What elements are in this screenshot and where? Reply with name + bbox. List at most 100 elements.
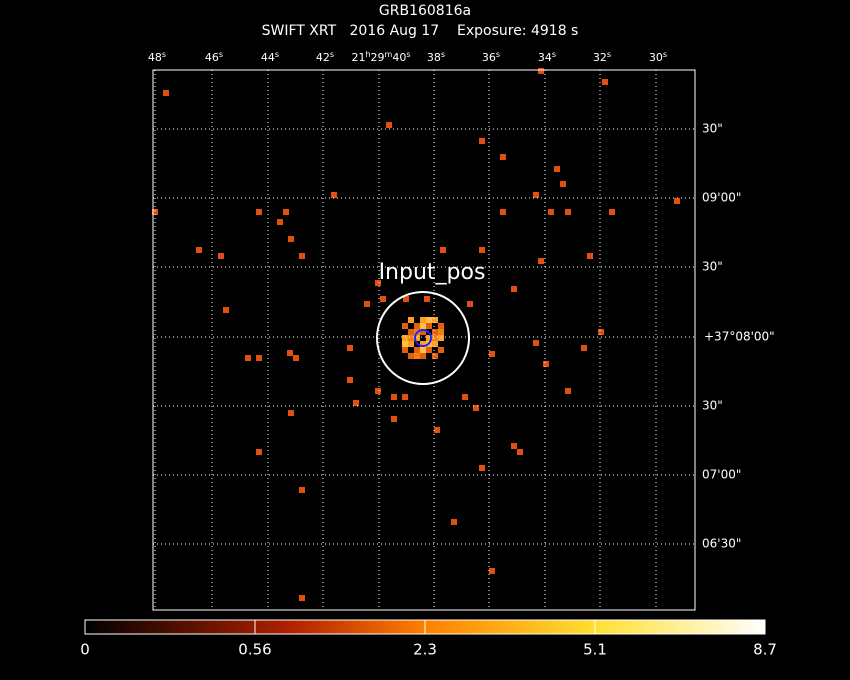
pixel <box>432 317 438 323</box>
pixel <box>440 247 446 253</box>
pixel <box>538 68 544 74</box>
pixel <box>438 335 444 341</box>
dec-label: 09'00" <box>702 191 741 205</box>
colorbar-label: 8.7 <box>753 641 777 659</box>
colorbar-label: 0.56 <box>238 641 271 659</box>
pixel <box>420 329 426 335</box>
ra-label: 32s <box>593 50 611 65</box>
pixel <box>364 301 370 307</box>
colorbar-labels: 0 0.56 2.3 5.1 8.7 <box>80 620 777 659</box>
pixel <box>432 341 438 347</box>
pixel <box>402 341 408 347</box>
dec-label: 30" <box>702 399 723 413</box>
pixel <box>581 345 587 351</box>
pixel <box>375 280 381 286</box>
pixel <box>256 449 262 455</box>
pixel <box>293 355 299 361</box>
pixel <box>353 400 359 406</box>
pixel <box>299 253 305 259</box>
pixel <box>288 410 294 416</box>
pixel <box>402 335 408 341</box>
source-region <box>376 291 470 385</box>
pixel <box>479 465 485 471</box>
dec-label: 06'30" <box>702 537 741 551</box>
pixel <box>432 335 438 341</box>
pixel <box>256 209 262 215</box>
pixel <box>331 192 337 198</box>
coordinate-grid: 48s 46s 44s 42s 21h29m40s 38s 36s 34s 32s 30s 30" 0… <box>148 50 775 610</box>
dec-label: 30" <box>702 122 723 136</box>
pixel <box>560 181 566 187</box>
pixel <box>517 449 523 455</box>
pixel <box>533 340 539 346</box>
pixel <box>598 329 604 335</box>
pixel <box>420 341 426 347</box>
pixel <box>426 323 432 329</box>
pixel <box>223 307 229 313</box>
pixel <box>554 166 560 172</box>
pixel <box>479 138 485 144</box>
ra-label: 48s <box>148 50 166 65</box>
pixel <box>277 219 283 225</box>
pixel <box>420 317 426 323</box>
pixel <box>432 353 438 359</box>
dec-label: +37°08'00" <box>704 330 775 344</box>
pixel <box>462 394 468 400</box>
pixel <box>152 209 158 215</box>
pixel <box>408 329 414 335</box>
ra-label: 30s <box>649 50 667 65</box>
pixel <box>402 323 408 329</box>
ra-label: 42s <box>316 50 334 65</box>
pixel <box>256 355 262 361</box>
position-marker <box>414 329 432 347</box>
colorbar-label: 0 <box>80 641 90 659</box>
source-label: Input_pos <box>379 260 486 285</box>
pixel <box>426 335 432 341</box>
pixel <box>548 209 554 215</box>
pixel <box>196 247 202 253</box>
pixel <box>602 79 608 85</box>
ra-label: 46s <box>205 50 223 65</box>
pixel <box>511 286 517 292</box>
pixel <box>408 341 414 347</box>
colorbar-label: 5.1 <box>583 641 607 659</box>
pixel <box>391 416 397 422</box>
pixel <box>375 388 381 394</box>
pixel <box>538 258 544 264</box>
pixel <box>565 209 571 215</box>
title: GRB160816a <box>379 3 471 19</box>
pixel <box>287 350 293 356</box>
pixel <box>283 209 289 215</box>
pixel <box>414 335 420 341</box>
pixel <box>438 323 444 329</box>
pixel <box>299 595 305 601</box>
pixel <box>479 247 485 253</box>
pixel <box>533 192 539 198</box>
pixel <box>500 209 506 215</box>
pixel <box>347 377 353 383</box>
plot-frame <box>152 69 696 611</box>
colorbar-label: 2.3 <box>413 641 437 659</box>
pixel <box>426 317 432 323</box>
pixel <box>424 296 430 302</box>
pixel <box>402 347 408 353</box>
pixel <box>163 90 169 96</box>
pixel <box>438 347 444 353</box>
pixel <box>414 353 420 359</box>
pixel <box>403 296 409 302</box>
dec-label: 07'00" <box>702 468 741 482</box>
pixel <box>489 568 495 574</box>
subtitle: SWIFT XRT 2016 Aug 17 Exposure: 4918 s <box>262 23 579 39</box>
pixel <box>218 253 224 259</box>
pixel <box>386 122 392 128</box>
pixel <box>420 353 426 359</box>
pixel <box>414 323 420 329</box>
pixel <box>426 347 432 353</box>
pixel <box>543 361 549 367</box>
pixel <box>245 355 251 361</box>
pixel <box>434 427 440 433</box>
ra-label: 34s <box>538 50 556 65</box>
pixel <box>565 388 571 394</box>
pixel <box>511 443 517 449</box>
